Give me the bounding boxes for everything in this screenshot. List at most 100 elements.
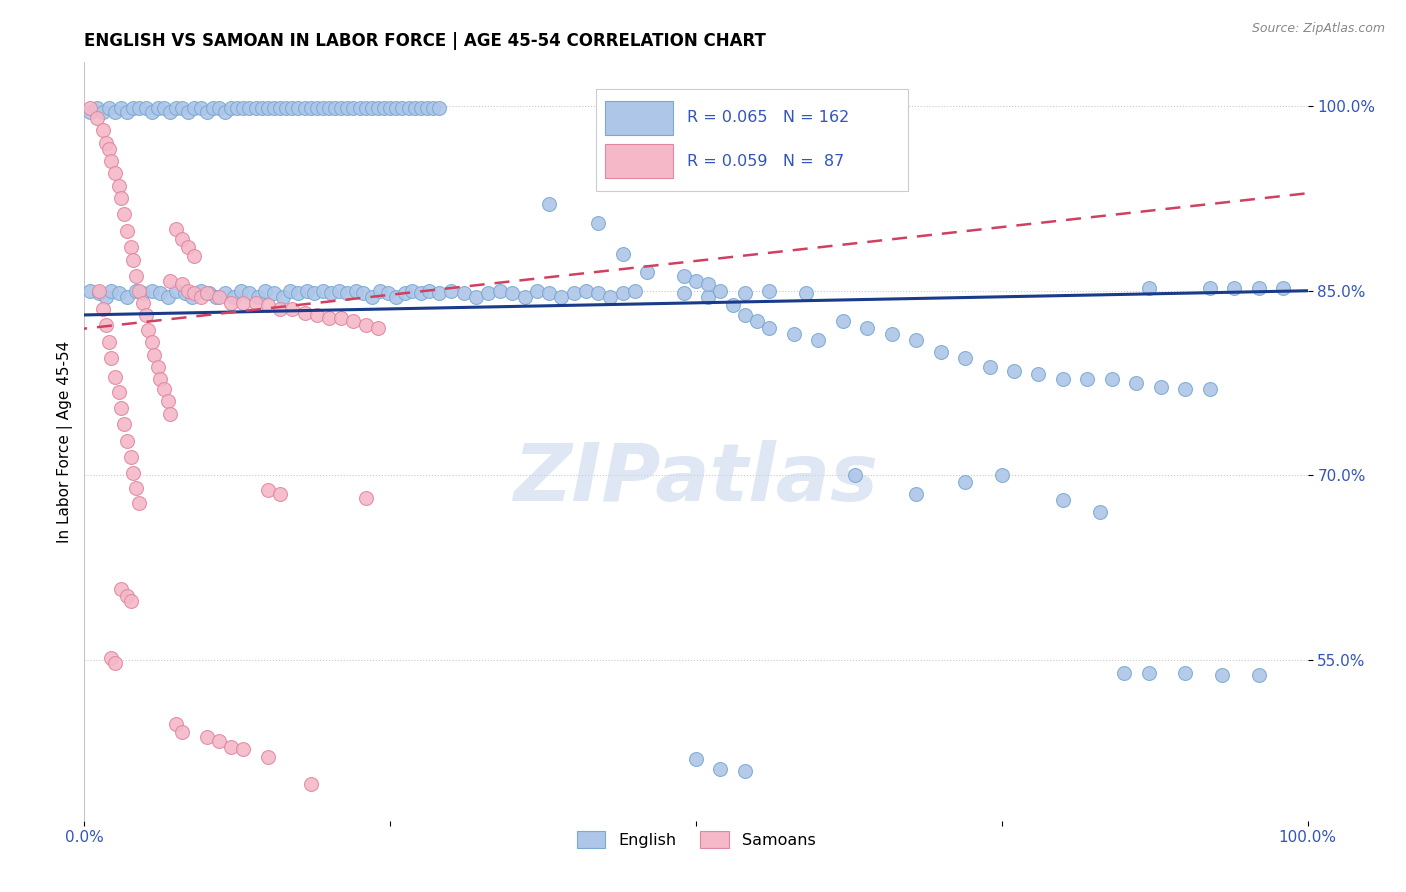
Point	[141, 284, 163, 298]
Point	[398, 101, 420, 115]
Point	[269, 101, 291, 115]
Point	[79, 101, 101, 115]
Point	[219, 101, 242, 115]
Point	[1088, 505, 1111, 519]
Point	[709, 284, 731, 298]
Point	[856, 320, 879, 334]
Point	[299, 101, 322, 115]
Point	[97, 101, 120, 115]
Point	[349, 101, 371, 115]
Point	[513, 290, 536, 304]
Point	[831, 314, 853, 328]
Point	[115, 434, 138, 448]
Point	[538, 197, 561, 211]
Bar	[606, 144, 672, 178]
Point	[1052, 372, 1074, 386]
Point	[141, 104, 163, 119]
Point	[198, 285, 221, 300]
Point	[1272, 281, 1295, 295]
Point	[427, 285, 450, 300]
Point	[190, 101, 212, 115]
Point	[783, 326, 806, 341]
Point	[427, 101, 450, 115]
Point	[257, 483, 280, 498]
Point	[91, 123, 114, 137]
Point	[299, 777, 322, 791]
Point	[312, 284, 335, 298]
Point	[245, 101, 267, 115]
Point	[149, 285, 172, 300]
Text: R = 0.059   N =  87: R = 0.059 N = 87	[688, 153, 845, 169]
Point	[195, 730, 218, 744]
Point	[87, 284, 110, 298]
Point	[107, 384, 129, 399]
Point	[238, 285, 260, 300]
Point	[1137, 665, 1160, 680]
Point	[502, 285, 524, 300]
Point	[979, 359, 1001, 374]
Point	[321, 285, 343, 300]
Bar	[606, 101, 672, 135]
Point	[177, 104, 200, 119]
Point	[1028, 368, 1050, 382]
Point	[181, 290, 204, 304]
Point	[336, 285, 359, 300]
Point	[278, 284, 301, 298]
Point	[394, 285, 416, 300]
Point	[287, 285, 309, 300]
Point	[254, 284, 277, 298]
Point	[112, 207, 135, 221]
Point	[153, 382, 176, 396]
Point	[112, 417, 135, 431]
Point	[377, 285, 399, 300]
Point	[312, 101, 335, 115]
Point	[709, 762, 731, 776]
Point	[153, 101, 176, 115]
Point	[208, 733, 231, 747]
Point	[222, 290, 245, 304]
Point	[201, 101, 224, 115]
Point	[807, 333, 830, 347]
Point	[440, 284, 463, 298]
Point	[128, 495, 150, 509]
Point	[96, 136, 118, 150]
Point	[721, 298, 744, 312]
Point	[305, 101, 328, 115]
Point	[905, 333, 928, 347]
Point	[953, 475, 976, 489]
Point	[1125, 376, 1147, 390]
Point	[747, 314, 769, 328]
Point	[526, 284, 548, 298]
Point	[672, 285, 695, 300]
Point	[409, 101, 432, 115]
Point	[257, 298, 280, 312]
Point	[100, 284, 122, 298]
Point	[245, 296, 267, 310]
Point	[418, 284, 440, 298]
Point	[391, 101, 413, 115]
Point	[586, 216, 609, 230]
Point	[281, 301, 304, 316]
Point	[96, 318, 118, 332]
FancyBboxPatch shape	[596, 89, 908, 191]
Point	[214, 104, 236, 119]
Point	[276, 101, 298, 115]
Point	[354, 491, 377, 505]
Point	[100, 351, 122, 366]
Point	[135, 308, 157, 322]
Point	[156, 290, 179, 304]
Point	[697, 277, 720, 292]
Point	[159, 274, 181, 288]
Point	[409, 285, 432, 300]
Point	[115, 290, 138, 304]
Point	[214, 285, 236, 300]
Point	[104, 166, 127, 180]
Point	[122, 466, 145, 480]
Point	[1174, 382, 1197, 396]
Point	[734, 764, 756, 779]
Point	[97, 335, 120, 350]
Point	[336, 101, 359, 115]
Point	[734, 285, 756, 300]
Point	[380, 101, 402, 115]
Point	[125, 268, 148, 283]
